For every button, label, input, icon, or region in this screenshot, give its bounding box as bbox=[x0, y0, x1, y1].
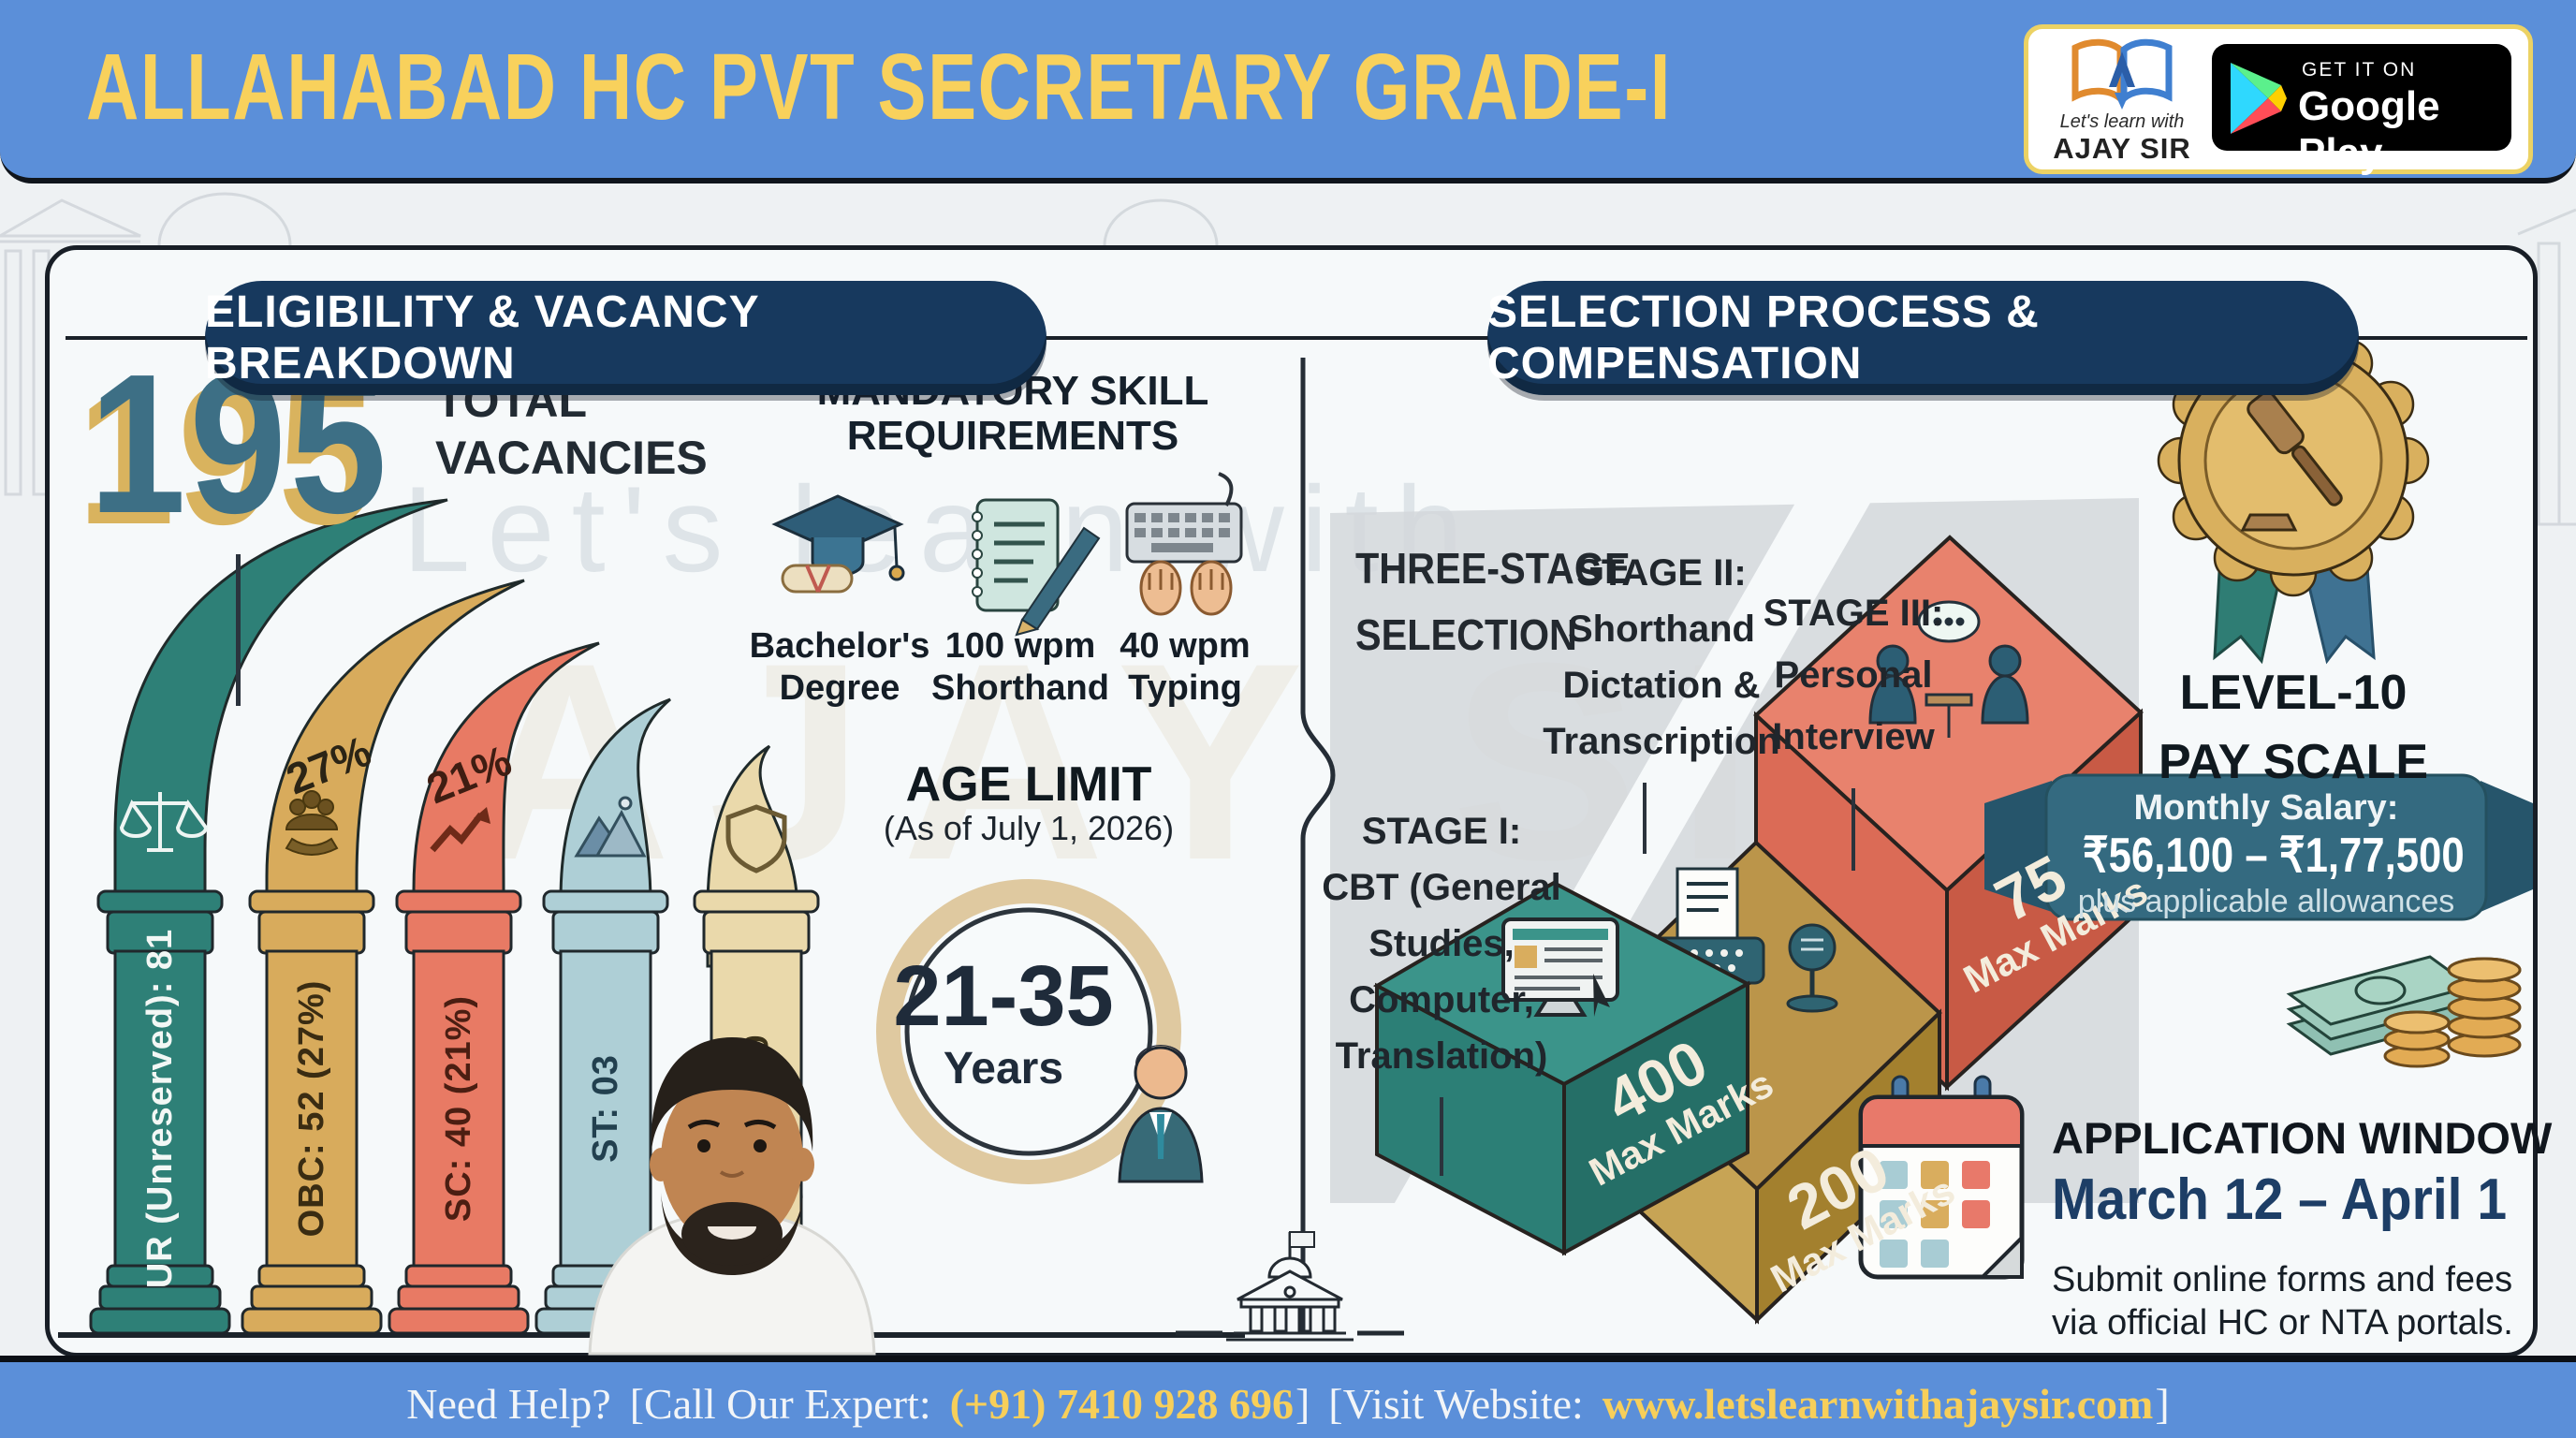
application-window-title: APPLICATION WINDOW bbox=[2052, 1113, 2553, 1163]
application-note-2: via official HC or NTA portals. bbox=[2052, 1303, 2513, 1343]
stage1-label: STAGE I: CBT (General Studies, Computer,… bbox=[1322, 811, 1561, 1077]
footer-bracket-2: ] bbox=[2155, 1379, 2170, 1428]
watermark-tagline: Let's learn with bbox=[402, 461, 1481, 597]
brand-box: Let's learn with AJAY SIR GET IT ON Goog… bbox=[2024, 24, 2533, 176]
age-limit-title: AGE LIMIT bbox=[905, 757, 1152, 812]
scales-icon bbox=[119, 792, 209, 852]
stage3-connector bbox=[1852, 788, 1855, 871]
skill-degree-label: Bachelor's Degree bbox=[749, 626, 930, 708]
total-pointer-line bbox=[236, 554, 241, 706]
footer-bar: Need Help? [Call Our Expert: (+91) 7410 … bbox=[0, 1356, 2576, 1438]
stage2-label: STAGE II: Shorthand Dictation & Transcri… bbox=[1543, 552, 1780, 762]
age-range: 21-35 bbox=[893, 948, 1114, 1044]
skill-typing-label: 40 wpm Typing bbox=[1120, 626, 1251, 708]
application-note-1: Submit online forms and fees bbox=[2052, 1260, 2513, 1299]
section-divider-rule bbox=[66, 336, 2527, 340]
pay-scale-badge bbox=[2157, 324, 2430, 665]
brand-tagline: Let's learn with bbox=[2059, 111, 2185, 132]
age-unit: Years bbox=[943, 1044, 1064, 1093]
age-limit-subtitle: (As of July 1, 2026) bbox=[883, 809, 1175, 847]
officer-icon bbox=[1118, 1045, 1204, 1183]
play-badge-line1: GET IT ON bbox=[2302, 59, 2417, 81]
brand-logo-icon bbox=[2071, 38, 2173, 110]
footer-need-help: Need Help? bbox=[406, 1379, 611, 1428]
play-store-icon bbox=[2231, 63, 2287, 134]
stage3-label: STAGE III: Personal Interview bbox=[1763, 593, 1944, 757]
play-badge-line2: Google Play bbox=[2298, 83, 2440, 176]
skill-shorthand-label: 100 wpm Shorthand bbox=[931, 626, 1109, 708]
footer-phone[interactable]: (+91) 7410 928 696 bbox=[949, 1379, 1294, 1428]
cbt-monitor-icon bbox=[1501, 917, 1619, 1017]
panel-divider bbox=[1300, 358, 1336, 1333]
gavel-icon bbox=[2240, 390, 2343, 532]
pay-scale-title: LEVEL-10 PAY SCALE bbox=[2158, 666, 2429, 789]
mountain-icon bbox=[574, 796, 647, 858]
right-section-header: SELECTION PROCESS & COMPENSATION bbox=[1487, 281, 2359, 395]
age-limit-circle bbox=[876, 879, 1181, 1184]
right-section-title: SELECTION PROCESS & COMPENSATION bbox=[1487, 287, 2040, 389]
salary-range: ₹56,100 – ₹1,77,500 bbox=[2082, 829, 2465, 883]
left-section-header: ELIGIBILITY & VACANCY BREAKDOWN bbox=[205, 281, 1046, 395]
stage1-connector bbox=[1440, 1097, 1443, 1176]
page-title: ALLAHABAD HC PVT SECRETARY GRADE-I bbox=[86, 35, 1672, 139]
salary-note: plus applicable allowances bbox=[2077, 884, 2455, 919]
courthouse-icon bbox=[1176, 1231, 1404, 1342]
interview-icon bbox=[1868, 600, 2029, 738]
keyboard-typing-icon bbox=[1125, 472, 1243, 616]
footer-bracket-1: ] bbox=[1295, 1379, 1310, 1428]
shield-icon bbox=[725, 804, 787, 873]
calendar-icon bbox=[1858, 1075, 2025, 1280]
brand-name: AJAY SIR bbox=[2053, 132, 2191, 165]
salary-ribbon bbox=[1984, 773, 2533, 921]
money-icon bbox=[2286, 955, 2522, 1068]
salary-label: Monthly Salary: bbox=[2133, 788, 2399, 828]
left-section-title: ELIGIBILITY & VACANCY BREAKDOWN bbox=[205, 287, 759, 389]
footer-call-label: [Call Our Expert: bbox=[629, 1379, 931, 1428]
footer-website[interactable]: www.letslearnwithajaysir.com bbox=[1602, 1379, 2154, 1428]
notebook-pen-icon bbox=[972, 498, 1101, 637]
graduation-cap-icon bbox=[771, 494, 905, 594]
application-dates: March 12 – April 1 bbox=[2052, 1167, 2508, 1232]
google-play-badge[interactable]: GET IT ON Google Play bbox=[2212, 44, 2511, 176]
growth-arrow-icon bbox=[430, 807, 490, 853]
footer-visit-label: [Visit Website: bbox=[1328, 1379, 1584, 1428]
people-icon bbox=[285, 790, 339, 856]
three-stage-title: THREE-STAGE SELECTION bbox=[1355, 544, 1631, 660]
stage2-connector bbox=[1643, 783, 1647, 854]
